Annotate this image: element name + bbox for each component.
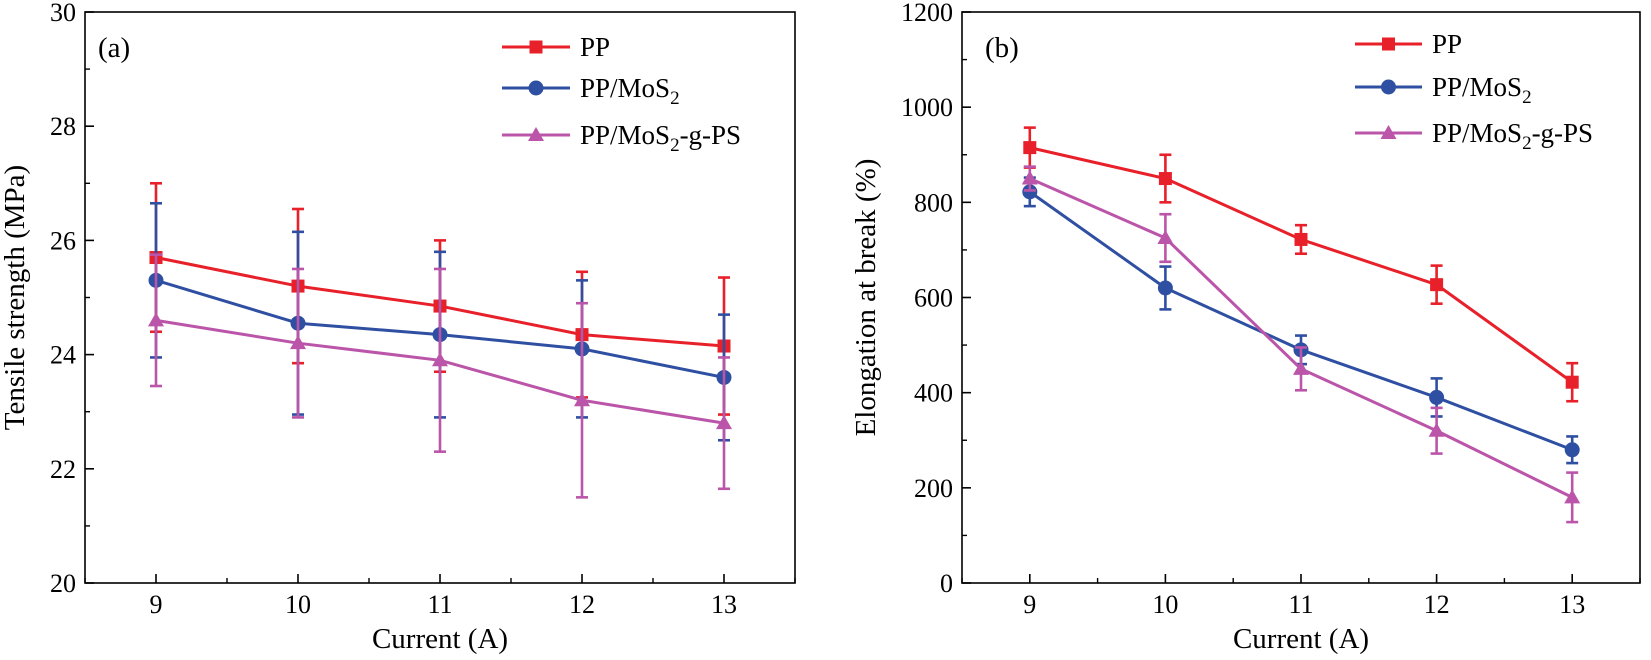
y-tick-label: 28 xyxy=(50,112,76,141)
x-tick-label: 12 xyxy=(1424,590,1450,619)
data-point xyxy=(1022,184,1038,200)
y-tick-label: 24 xyxy=(50,341,76,370)
panel-label: (a) xyxy=(98,32,130,64)
legend-entry: PP xyxy=(502,32,610,62)
x-tick-label: 9 xyxy=(1023,590,1036,619)
y-tick-label: 600 xyxy=(914,284,953,313)
panel-label: (b) xyxy=(985,32,1019,64)
y-tick-label: 400 xyxy=(914,379,953,408)
y-tick-label: 800 xyxy=(914,188,953,217)
x-tick-label: 11 xyxy=(1288,590,1313,619)
x-tick-label: 13 xyxy=(1559,590,1585,619)
data-point xyxy=(148,312,164,327)
y-tick-label: 30 xyxy=(50,0,76,27)
data-point xyxy=(1158,172,1172,186)
legend-label-main: PP/MoS xyxy=(580,73,670,103)
legend-entry: PP xyxy=(1355,29,1462,59)
legend-label: PP/MoS2-g-PS xyxy=(1432,118,1593,154)
data-point xyxy=(1564,442,1580,458)
data-point xyxy=(1294,232,1308,246)
x-axis-title: Current (A) xyxy=(1233,623,1369,655)
y-tick-label: 1200 xyxy=(901,0,953,27)
series-2 xyxy=(1021,165,1581,524)
x-axis-title: Current (A) xyxy=(372,623,508,655)
legend-entry: PP/MoS2-g-PS xyxy=(1355,118,1593,154)
legend-label-main: PP/MoS xyxy=(1432,72,1522,102)
data-point xyxy=(432,352,448,367)
legend-label: PP/MoS2 xyxy=(1432,72,1532,108)
series-1 xyxy=(1022,176,1580,465)
data-point xyxy=(1428,422,1445,437)
legend-marker xyxy=(1382,37,1395,51)
data-point xyxy=(716,415,732,430)
plot-frame xyxy=(961,11,1641,584)
legend-label: PP xyxy=(580,32,610,62)
data-point xyxy=(290,335,306,350)
y-tick-label: 20 xyxy=(50,569,76,598)
legend-label-subscript: 2 xyxy=(1522,133,1532,154)
legend-marker xyxy=(1381,79,1396,95)
legend-marker xyxy=(529,40,543,54)
y-axis-title: Tensile strength (MPa) xyxy=(0,165,31,430)
y-tick-label: 200 xyxy=(914,474,953,503)
x-tick-label: 10 xyxy=(1152,590,1178,619)
x-tick-label: 9 xyxy=(150,590,163,619)
legend-label-main: PP/MoS xyxy=(1432,118,1522,148)
y-tick-label: 26 xyxy=(50,226,76,255)
x-tick-label: 13 xyxy=(711,590,737,619)
y-axis-title: Elongation at break (%) xyxy=(850,159,882,437)
data-point xyxy=(1021,170,1038,185)
legend-label-main: PP xyxy=(580,32,610,62)
data-point xyxy=(1429,389,1445,405)
legend-label-subscript: 2 xyxy=(1522,87,1532,108)
legend-marker xyxy=(528,80,544,96)
legend-label-main: PP xyxy=(1432,29,1462,59)
legend-marker xyxy=(528,127,544,141)
legend-label: PP/MoS2-g-PS xyxy=(580,120,741,156)
data-point xyxy=(1565,375,1579,389)
y-tick-label: 22 xyxy=(50,455,76,484)
data-point xyxy=(1157,230,1174,245)
data-point xyxy=(1293,360,1309,375)
legend-label-main: PP/MoS xyxy=(580,120,670,150)
legend-entry: PP/MoS2-g-PS xyxy=(502,120,741,156)
legend-label-subscript: 2 xyxy=(670,88,680,109)
series-2 xyxy=(148,253,732,499)
legend-entry: PP/MoS2 xyxy=(502,73,680,109)
data-point xyxy=(1023,141,1037,155)
legend-label-tail: -g-PS xyxy=(680,120,742,150)
x-tick-label: 10 xyxy=(285,590,311,619)
legend-label-subscript: 2 xyxy=(670,135,680,156)
data-point xyxy=(574,392,590,407)
chart-panel-1: 0 200 400 600 800 1000 1200 9 10 11 12 13 Current (A… xyxy=(850,0,1641,655)
y-tick-label: 1000 xyxy=(901,93,953,122)
data-point xyxy=(1430,278,1444,292)
legend-label-tail: -g-PS xyxy=(1532,118,1594,148)
legend-label: PP/MoS2 xyxy=(580,73,680,109)
x-tick-label: 12 xyxy=(569,590,595,619)
data-point xyxy=(1564,489,1581,504)
legend-marker xyxy=(1380,125,1397,139)
legend-label: PP xyxy=(1432,29,1462,59)
data-point xyxy=(1157,280,1173,296)
y-tick-label: 0 xyxy=(940,569,953,598)
x-tick-label: 11 xyxy=(427,590,452,619)
legend-entry: PP/MoS2 xyxy=(1355,72,1532,108)
